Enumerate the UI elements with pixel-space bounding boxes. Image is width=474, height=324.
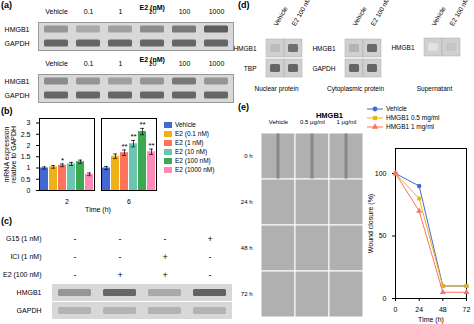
svg-text:HMGB1: HMGB1: [391, 44, 415, 51]
svg-text:1: 1: [119, 8, 123, 15]
html-text:(a): (a): [1, 0, 12, 10]
html-text:HMGB1 1 mg/ml: HMGB1 1 mg/ml: [386, 123, 434, 130]
svg-text:-: -: [74, 252, 77, 262]
svg-text:50: 50: [379, 232, 387, 239]
svg-text:1: 1: [119, 60, 123, 67]
html-text:Vehicle: Vehicle: [175, 121, 196, 128]
svg-text:0: 0: [27, 187, 31, 194]
svg-text:0.1: 0.1: [84, 8, 94, 15]
svg-text:1000: 1000: [209, 8, 225, 15]
svg-text:E2 (nM): E2 (nM): [140, 56, 165, 64]
svg-text:48 h: 48 h: [241, 245, 253, 251]
svg-text:3: 3: [27, 119, 31, 126]
svg-text:100: 100: [179, 60, 191, 67]
svg-text:E2 100 nM: E2 100 nM: [369, 0, 391, 27]
html-text:Cytoplasmic protein: Cytoplasmic protein: [327, 85, 384, 92]
html-text:Supernatant: Supernatant: [416, 85, 453, 92]
svg-text:-: -: [209, 252, 212, 262]
svg-text:ICI (1 nM): ICI (1 nM): [10, 253, 41, 261]
svg-text:+: +: [117, 270, 122, 280]
svg-text:Vehicle: Vehicle: [351, 5, 368, 27]
svg-text:**: **: [148, 141, 154, 150]
html-text:Vehicle: Vehicle: [386, 105, 407, 112]
svg-text:**: **: [139, 120, 145, 129]
svg-text:E2 (nM): E2 (nM): [140, 4, 165, 12]
html-text:Nuclear protein: Nuclear protein: [254, 85, 299, 92]
svg-text:1: 1: [27, 164, 31, 171]
svg-text:72: 72: [463, 306, 471, 313]
svg-text:+: +: [162, 252, 167, 262]
svg-text:2: 2: [27, 142, 31, 149]
svg-text:72 h: 72 h: [241, 291, 253, 297]
html-text:(e): (e): [238, 102, 249, 112]
html-text:E2 (100 nM): E2 (100 nM): [175, 157, 211, 164]
svg-text:0: 0: [394, 306, 398, 313]
svg-text:GAPDH: GAPDH: [312, 65, 335, 72]
svg-text:Vehicle: Vehicle: [272, 5, 289, 27]
svg-text:0 h: 0 h: [244, 153, 252, 159]
svg-text:Vehicle: Vehicle: [45, 8, 68, 15]
svg-text:100: 100: [375, 170, 387, 177]
svg-text:Time (h): Time (h): [85, 206, 111, 214]
html-text:E2 (1000 nM): E2 (1000 nM): [175, 166, 215, 173]
svg-text:mRNA expressionrelative to GAP: mRNA expressionrelative to GAPDH: [3, 126, 17, 183]
svg-text:**: **: [130, 132, 136, 141]
svg-text:2.5: 2.5: [21, 130, 31, 137]
svg-text:0: 0: [383, 295, 387, 302]
svg-text:0.5 μg/ml: 0.5 μg/ml: [300, 118, 325, 125]
svg-text:HMGB1: HMGB1: [5, 26, 30, 33]
svg-text:0.1: 0.1: [84, 60, 94, 67]
svg-text:GAPDH: GAPDH: [17, 307, 42, 314]
svg-text:**: **: [121, 142, 127, 151]
svg-text:0.5: 0.5: [21, 175, 31, 182]
svg-text:2: 2: [65, 198, 69, 205]
svg-text:Vehicle: Vehicle: [269, 119, 289, 125]
svg-text:HMGB1: HMGB1: [17, 289, 42, 296]
svg-text:24: 24: [415, 306, 423, 313]
svg-text:GAPDH: GAPDH: [5, 40, 30, 47]
svg-text:Vehicle: Vehicle: [45, 60, 68, 67]
html-text:HMGB1 0.5 mg/ml: HMGB1 0.5 mg/ml: [386, 114, 440, 121]
svg-text:100: 100: [179, 8, 191, 15]
html-text:(c): (c): [1, 216, 12, 226]
html-text:E2 (0.1 nM): E2 (0.1 nM): [175, 130, 209, 137]
svg-text:Time (h): Time (h): [418, 316, 444, 324]
svg-text:1000: 1000: [209, 60, 225, 67]
svg-text:*: *: [61, 156, 64, 165]
html-text:E2 (10 nM): E2 (10 nM): [175, 148, 208, 155]
svg-text:-: -: [119, 252, 122, 262]
svg-text:-: -: [74, 234, 77, 244]
svg-text:-: -: [164, 234, 167, 244]
svg-text:Vehicle: Vehicle: [430, 5, 447, 27]
svg-text:-: -: [119, 234, 122, 244]
svg-text:1 μg/ml: 1 μg/ml: [336, 118, 357, 125]
svg-text:48: 48: [439, 306, 447, 313]
svg-text:E2 (100 nM): E2 (100 nM): [3, 271, 42, 279]
svg-text:GAPDH: GAPDH: [5, 92, 30, 99]
svg-text:E2 100 nM: E2 100 nM: [448, 0, 470, 27]
html-text:E2 (1 nM): E2 (1 nM): [175, 139, 204, 146]
svg-text:HMGB1: HMGB1: [312, 45, 336, 52]
svg-text:24 h: 24 h: [241, 199, 253, 205]
svg-text:HMGB1: HMGB1: [233, 45, 257, 52]
svg-text:Wound closure (%): Wound closure (%): [367, 194, 375, 253]
svg-text:-: -: [74, 270, 77, 280]
html-text:(d): (d): [238, 0, 250, 10]
svg-text:+: +: [162, 270, 167, 280]
svg-text:6: 6: [127, 198, 131, 205]
svg-text:E2 100 nM: E2 100 nM: [290, 0, 312, 27]
svg-text:TBP: TBP: [244, 65, 257, 72]
svg-text:HMGB1: HMGB1: [316, 111, 343, 120]
svg-text:G15 (1 nM): G15 (1 nM): [6, 235, 41, 243]
svg-text:+: +: [207, 234, 212, 244]
svg-text:HMGB1: HMGB1: [5, 78, 30, 85]
html-text:(b): (b): [1, 106, 13, 116]
svg-text:-: -: [209, 270, 212, 280]
svg-text:1.5: 1.5: [21, 153, 31, 160]
